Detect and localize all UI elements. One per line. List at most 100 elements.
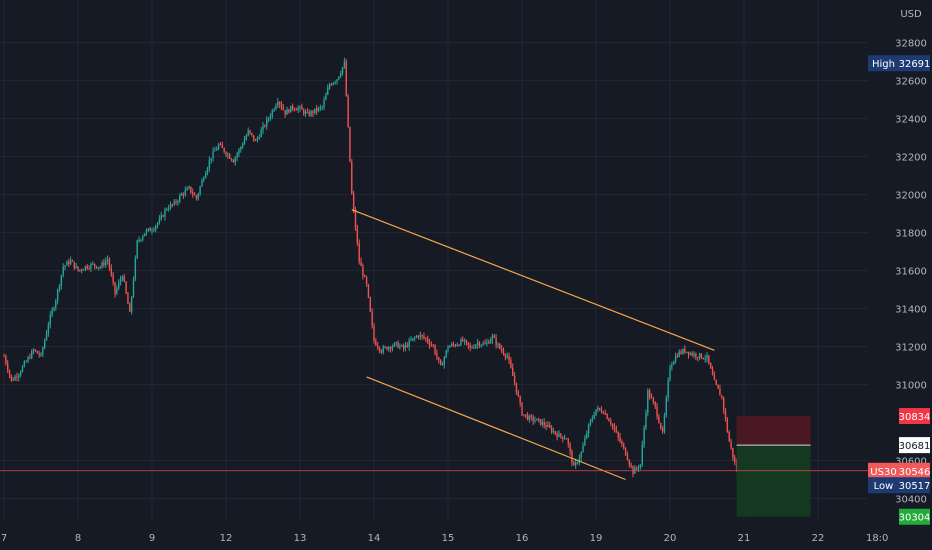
- lower-trendline[interactable]: [366, 376, 626, 481]
- candle: [53, 306, 55, 312]
- candle: [454, 343, 457, 348]
- candle: [724, 408, 727, 422]
- candle: [373, 322, 375, 344]
- candle-body: [623, 444, 625, 448]
- candle-body: [162, 215, 164, 217]
- candle: [184, 186, 186, 197]
- x-tick-label: 8: [75, 533, 81, 544]
- candle: [358, 239, 360, 265]
- candle: [179, 193, 181, 204]
- candle-body: [517, 392, 519, 397]
- candle-body: [197, 193, 199, 199]
- candle-body: [306, 111, 309, 113]
- candle: [447, 345, 449, 353]
- candle-body: [199, 186, 201, 194]
- candle: [364, 274, 366, 278]
- candle: [734, 454, 736, 466]
- candle-body: [525, 414, 527, 416]
- candle: [669, 364, 671, 382]
- x-tick-label: 20: [664, 533, 677, 544]
- candle-body: [267, 118, 270, 120]
- candle-body: [447, 347, 449, 351]
- candle-body: [421, 334, 423, 336]
- candle: [197, 192, 199, 201]
- candle-body: [539, 419, 542, 425]
- candle-body: [347, 96, 349, 127]
- candle-body: [352, 193, 355, 210]
- candle: [377, 341, 379, 351]
- candle-body: [321, 106, 323, 108]
- upper-trendline[interactable]: [351, 209, 715, 351]
- candle: [153, 227, 155, 232]
- candle: [648, 388, 651, 400]
- candle: [18, 373, 20, 382]
- candle-body: [349, 126, 351, 162]
- candle: [441, 361, 444, 366]
- candle: [402, 343, 405, 352]
- stop-loss-zone[interactable]: [736, 416, 811, 446]
- current-price-badge-value: 30546: [899, 467, 931, 478]
- y-tick-label: 32200: [895, 153, 927, 164]
- candle: [541, 418, 544, 428]
- candle: [475, 344, 477, 350]
- candle: [578, 454, 581, 466]
- candle-body: [86, 266, 88, 269]
- candle: [560, 432, 562, 439]
- candle-body: [434, 345, 436, 354]
- candle-body: [621, 441, 623, 445]
- candle-body: [256, 137, 259, 141]
- high-badge-label: High: [872, 59, 895, 70]
- candle: [68, 258, 70, 268]
- take-profit-zone[interactable]: [736, 445, 811, 517]
- candle: [160, 212, 162, 221]
- candle-body: [3, 356, 5, 357]
- candle-body: [151, 230, 153, 232]
- candle-body: [32, 349, 35, 352]
- candle-body: [68, 261, 70, 265]
- candle: [562, 436, 564, 443]
- candle-body: [69, 260, 72, 265]
- candle: [32, 348, 35, 355]
- candle-body: [393, 343, 396, 347]
- candle-body: [486, 342, 488, 344]
- candle: [77, 266, 79, 272]
- candle-body: [425, 337, 427, 339]
- candle-body: [611, 424, 614, 427]
- candle: [698, 352, 701, 361]
- candle-body: [258, 137, 260, 139]
- candle-body: [708, 355, 710, 364]
- candle-body: [454, 344, 457, 347]
- candle: [247, 127, 249, 137]
- candle: [306, 108, 309, 114]
- y-tick-label: 31200: [895, 343, 927, 354]
- candle-body: [665, 397, 667, 416]
- candle-body: [155, 225, 157, 230]
- candle: [626, 451, 629, 461]
- candle: [132, 276, 135, 299]
- candle: [110, 264, 112, 277]
- candle-body: [369, 297, 371, 312]
- candle-body: [667, 380, 669, 398]
- candle-body: [397, 342, 399, 348]
- candle: [328, 82, 331, 91]
- candle-body: [584, 438, 586, 446]
- candle: [556, 431, 558, 441]
- candle-body: [188, 186, 190, 189]
- candle-body: [301, 106, 303, 110]
- candle: [493, 333, 495, 339]
- candle-body: [526, 414, 529, 420]
- candle-body: [164, 209, 166, 217]
- candle: [31, 349, 33, 360]
- candle: [680, 349, 682, 355]
- candle: [611, 423, 614, 431]
- candle-body: [704, 358, 706, 360]
- candle: [108, 257, 111, 272]
- candle-body: [42, 347, 44, 354]
- candle-body: [647, 390, 649, 413]
- y-tick-label: 32400: [895, 115, 927, 126]
- candle-body: [658, 416, 660, 424]
- candle: [713, 371, 716, 381]
- target-badge-value-bg: [899, 508, 930, 525]
